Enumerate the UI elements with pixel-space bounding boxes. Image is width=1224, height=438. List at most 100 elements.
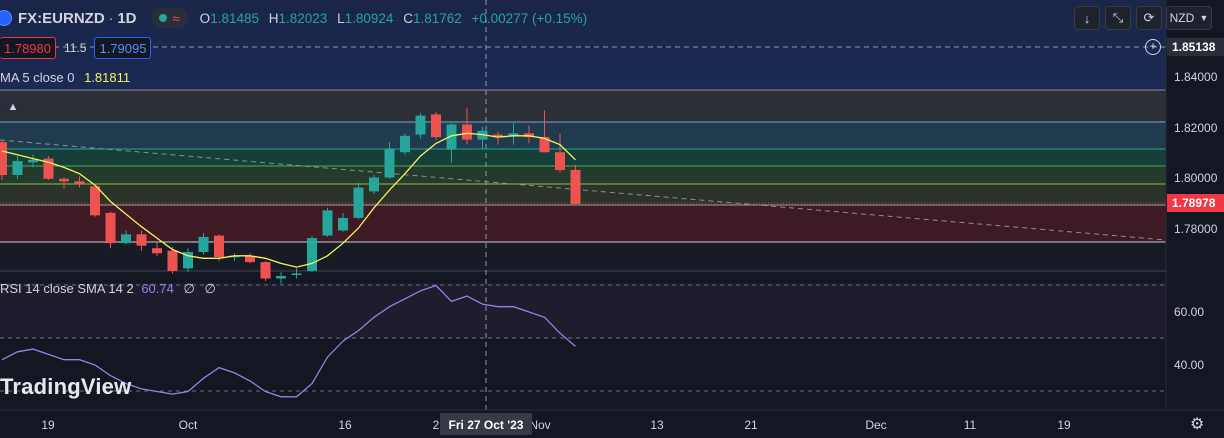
price-tick: 1.84000 [1174, 70, 1218, 84]
candle-body [493, 134, 503, 138]
candle-body [152, 248, 162, 254]
fib-zone-3 [0, 149, 1166, 166]
fib-lines [0, 89, 1166, 243]
close-value: 1.81762 [412, 10, 462, 26]
collapse-button[interactable]: ⤡ [1105, 6, 1131, 30]
candle-body [400, 135, 410, 153]
candle-body [353, 187, 364, 218]
low-value: 1.80924 [344, 10, 394, 26]
candle-body [74, 181, 85, 184]
rsi-line-group [1, 284, 576, 398]
candle-body [0, 142, 7, 175]
candle-body [59, 178, 69, 182]
rsi-line [1, 284, 576, 398]
time-tick: 13 [650, 418, 664, 432]
price-axis[interactable] [1166, 0, 1224, 438]
fib-zone-top [0, 0, 1166, 90]
rsi-tick: 40.00 [1174, 358, 1204, 372]
ohlc-values: O1.81485 H1.82023 L1.80924 C1.81762 +0.0… [200, 11, 593, 26]
time-tick: 19 [41, 418, 55, 432]
crosshair-price-box [1167, 38, 1224, 56]
symbol-name[interactable]: FX:EURNZD [18, 9, 105, 27]
high-label: H [268, 10, 279, 26]
candle-body [338, 217, 348, 231]
time-axis[interactable] [0, 410, 1224, 438]
candle-body [555, 152, 565, 170]
candle-body [245, 255, 255, 263]
candle-body [539, 137, 550, 153]
collapse-legend-button[interactable]: ▲ [0, 98, 26, 116]
time-tick: 2 [433, 418, 440, 432]
tradingview-logo[interactable]: TradingView [0, 374, 131, 400]
open-label: O [199, 10, 211, 26]
sma-value: 1.81811 [84, 70, 131, 85]
price-ticks: 1.84000 1.82000 1.80000 1.78000 60.00 40… [1174, 70, 1218, 372]
chevron-up-icon: ▲ [7, 101, 19, 113]
add-alert-plus-icon[interactable]: + [1145, 39, 1161, 55]
rsi-band [0, 283, 1166, 339]
currency-select[interactable]: NZD ▼ [1166, 6, 1212, 30]
buy-button[interactable]: 1.79095 [94, 37, 152, 59]
time-tick: Nov [529, 418, 550, 432]
candle-body [28, 159, 38, 163]
rsi-legend[interactable]: RSI 14 close SMA 14 2 60.74 ∅ ∅ [0, 281, 216, 297]
candle-body [198, 236, 209, 252]
interval-label[interactable]: 1D [117, 9, 137, 27]
price-tick: 1.82000 [1174, 121, 1218, 135]
crosshair-date-box [440, 413, 532, 435]
close-label: C [403, 10, 413, 26]
time-ticks: 19 Oct 16 2 Nov 13 21 Dec 11 19 [41, 418, 1071, 432]
candle-body [167, 250, 178, 271]
fib-zone-1 [0, 90, 1166, 122]
price-tick: 1.78000 [1174, 222, 1218, 236]
market-open-dot-icon [158, 14, 167, 22]
candles-group [0, 108, 581, 284]
globe-icon [0, 10, 12, 26]
sell-button[interactable]: 1.78980 [0, 37, 56, 59]
candle-body [121, 234, 131, 244]
fib-zone-5 [0, 184, 1166, 205]
tradingview-logo-text: TradingView [0, 374, 132, 399]
currency-label: NZD [1169, 11, 1195, 25]
low-label: L [337, 10, 345, 26]
trade-buttons: 1.78980 11.5 1.79095 [0, 36, 152, 60]
candle-body [415, 115, 426, 135]
sma-line-group [1, 132, 576, 268]
candle-body [570, 169, 581, 205]
refresh-icon: ⟳ [1143, 10, 1155, 25]
candle-body [183, 251, 193, 269]
crosshair-date-label: Fri 27 Oct '23 [449, 418, 524, 432]
chevron-down-icon: ▼ [1199, 13, 1209, 23]
arrow-down-icon: ↓ [1083, 10, 1091, 26]
last-price-box [1167, 194, 1224, 212]
rsi-value: 60.74 [141, 281, 174, 296]
crosshair-price-label: 1.85138 [1172, 40, 1216, 54]
rsi-tick: 60.00 [1174, 305, 1204, 319]
sma-legend[interactable]: MA 5 close 0 1.81811 [0, 70, 130, 85]
fib-zone-7 [0, 242, 1166, 270]
scroll-down-button[interactable]: ↓ [1074, 6, 1100, 30]
symbol-legend: FX:EURNZD · 1D ≈ O1.81485 H1.82023 L1.80… [0, 6, 593, 30]
settings-gear-icon[interactable]: ⚙ [1190, 416, 1205, 433]
candle-body [43, 158, 54, 179]
spread-value: 11.5 [64, 41, 87, 55]
candle-body [214, 235, 224, 258]
refresh-button[interactable]: ⟳ [1136, 6, 1162, 30]
candle-body [90, 186, 100, 216]
candle-body [307, 238, 317, 271]
candle-body [260, 262, 271, 279]
collapse-arrows-icon: ⤡ [1112, 10, 1124, 25]
status-pill[interactable]: ≈ [150, 8, 188, 28]
rsi-guides [0, 284, 1166, 392]
fib-zone-2 [0, 122, 1166, 149]
candle-body [322, 210, 333, 236]
time-tick: Dec [865, 418, 886, 432]
time-tick: 19 [1057, 418, 1071, 432]
open-value: 1.81485 [210, 10, 259, 26]
time-tick: 11 [964, 418, 977, 432]
rsi-extra-2: ∅ [204, 281, 216, 296]
candle-body [462, 124, 472, 140]
trend-line[interactable] [0, 139, 1167, 241]
separator: · [108, 10, 114, 26]
